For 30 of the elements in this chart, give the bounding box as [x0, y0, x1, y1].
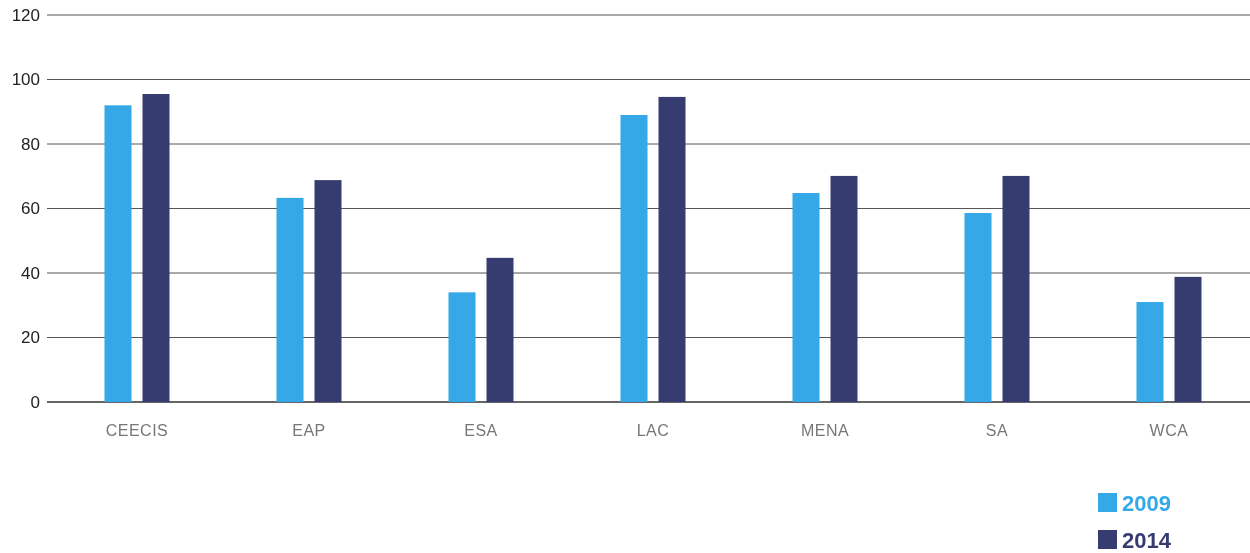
bar: [1136, 302, 1164, 402]
y-tick-label: 20: [21, 328, 40, 348]
bar: [448, 292, 476, 402]
x-tick-label: ESA: [464, 422, 498, 439]
legend-label: 2014: [1122, 528, 1172, 553]
x-tick-label: LAC: [636, 422, 670, 439]
x-tick-label: WCA: [1149, 422, 1189, 439]
bar: [658, 96, 686, 402]
bar: [486, 257, 514, 402]
bar: [792, 193, 820, 402]
bar: [104, 105, 132, 402]
bar: [1002, 175, 1030, 402]
y-tick-label: 80: [21, 134, 40, 154]
bar: [620, 114, 648, 402]
bar: [964, 213, 992, 402]
x-tick-label: EAP: [292, 422, 326, 439]
y-tick-label: 60: [21, 199, 40, 219]
bar: [314, 180, 342, 402]
y-tick-label: 0: [30, 392, 40, 412]
x-tick-label: SA: [985, 422, 1009, 439]
bar: [830, 175, 858, 402]
x-tick-label: MENA: [800, 422, 850, 439]
bar: [276, 197, 304, 402]
y-tick-label: 100: [11, 70, 40, 90]
bar: [1174, 276, 1202, 402]
bar: [142, 94, 170, 402]
y-tick-label: 40: [21, 263, 40, 283]
y-tick-label: 120: [11, 5, 40, 25]
x-tick-label: CEECIS: [105, 422, 169, 439]
legend-label: 2009: [1122, 491, 1171, 516]
